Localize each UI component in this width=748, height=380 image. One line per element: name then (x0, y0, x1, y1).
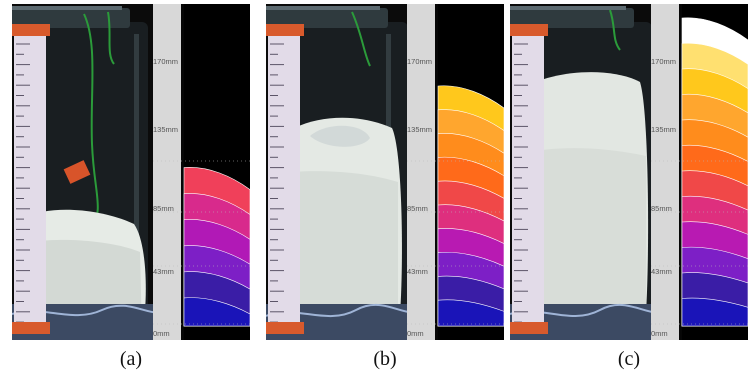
scale-label-170: 170mm (153, 57, 178, 66)
panel-a: 170mm 135mm 85mm 43mm 0mm (12, 4, 250, 340)
fill-layers (681, 17, 748, 327)
panel-b: 170mm 135mm 85mm 43mm 0mm (266, 4, 504, 340)
scale-label-43: 43mm (651, 267, 672, 276)
scale-strip (651, 4, 679, 340)
panel-a-photo: 170mm 135mm 85mm 43mm 0mm (12, 4, 250, 340)
scale-label-135: 135mm (407, 125, 432, 134)
scale-label-85: 85mm (651, 204, 672, 213)
scale-label-135: 135mm (153, 125, 178, 134)
scale-label-43: 43mm (407, 267, 428, 276)
fill-layers (183, 167, 250, 327)
caption-b: (b) (373, 348, 397, 370)
scale-label-135: 135mm (651, 125, 676, 134)
scale-label-170: 170mm (407, 57, 432, 66)
ruler (266, 24, 304, 334)
panel-c-photo: 170mm 135mm 85mm 43mm 0mm (510, 4, 748, 340)
scale-label-170: 170mm (651, 57, 676, 66)
ruler (510, 24, 548, 334)
caption-c: (c) (617, 348, 641, 370)
scale-label-85: 85mm (407, 204, 428, 213)
scale-label-0: 0mm (407, 329, 424, 338)
scale-label-0: 0mm (153, 329, 170, 338)
fill-layers (437, 85, 504, 327)
panel-b-photo: 170mm 135mm 85mm 43mm 0mm (266, 4, 504, 340)
panel-c: 170mm 135mm 85mm 43mm 0mm (510, 4, 748, 340)
scale-label-43: 43mm (153, 267, 174, 276)
caption-a: (a) (119, 348, 143, 370)
fill-layer (437, 299, 504, 327)
scale-label-0: 0mm (651, 329, 668, 338)
scale-strip (407, 4, 435, 340)
ruler (12, 24, 50, 334)
scale-label-85: 85mm (153, 204, 174, 213)
fill-layer (183, 297, 250, 327)
scale-strip (153, 4, 181, 340)
